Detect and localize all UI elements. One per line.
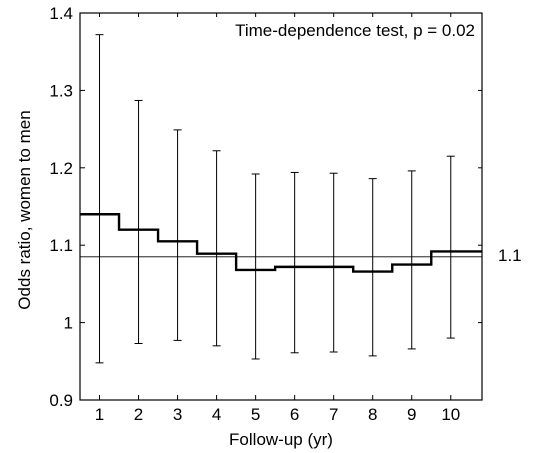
x-tick-label: 10 (441, 405, 460, 424)
x-tick-label: 5 (251, 405, 260, 424)
odds-ratio-step-line (80, 213, 482, 273)
x-tick-label: 9 (407, 405, 416, 424)
y-tick-label: 1.3 (49, 81, 73, 100)
y-axis-label: Odds ratio, women to men (15, 110, 34, 309)
tick-labels: 1 2 3 4 5 6 7 8 9 10 0.9 1 1.1 1.2 1.3 1.4 (49, 4, 460, 424)
tick-marks (80, 12, 482, 401)
reference-line-label: 1.1 (498, 246, 522, 265)
y-tick-label: 1.1 (49, 236, 73, 255)
chart-marks (80, 34, 482, 364)
x-tick-label: 4 (212, 405, 221, 424)
x-tick-label: 6 (290, 405, 299, 424)
annotation-text: Time-dependence test, p = 0.02 (235, 21, 475, 40)
x-tick-label: 7 (329, 405, 338, 424)
plot-frame (79, 12, 483, 401)
x-tick-label: 1 (95, 405, 104, 424)
y-tick-label: 0.9 (49, 391, 73, 410)
x-tick-label: 2 (134, 405, 143, 424)
y-tick-label: 1 (64, 314, 73, 333)
x-tick-label: 3 (173, 405, 182, 424)
x-axis-label: Follow-up (yr) (229, 430, 333, 449)
x-tick-label: 8 (368, 405, 377, 424)
y-tick-label: 1.4 (49, 4, 73, 23)
y-tick-label: 1.2 (49, 159, 73, 178)
